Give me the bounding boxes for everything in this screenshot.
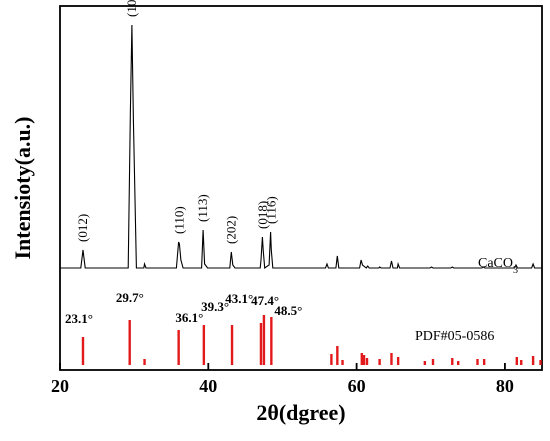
series-label-sub: 3	[513, 265, 518, 276]
peak-label: (116)	[263, 196, 278, 224]
peak-label: (113)	[195, 194, 210, 222]
plot-frame	[59, 5, 543, 371]
reference-sticks	[81, 315, 542, 365]
reference-angle-label: 36.1°	[175, 310, 203, 325]
x-axis-ticks: 20 40 60 80	[51, 363, 514, 396]
reference-angle-label: 39.3°	[201, 299, 229, 314]
peak-label: (012)	[75, 214, 90, 242]
peak-label: (018)	[255, 201, 270, 229]
reference-labels: 23.1° 29.7° 36.1°39.3°43.1°47.4°48.5°	[65, 290, 302, 326]
xrd-series-group	[60, 24, 542, 269]
reference-angle-label: 23.1°	[65, 311, 93, 326]
x-tick-label: 20	[51, 376, 69, 396]
y-axis-title: Intensioty(a.u.)	[10, 116, 35, 259]
series-label: CaCO3	[478, 256, 518, 276]
x-axis-title: 2θ(dgree)	[256, 400, 345, 425]
x-tick-label: 40	[199, 376, 217, 396]
peak-label: (104)	[124, 0, 139, 17]
series-label-main: CaCO	[478, 256, 513, 271]
reference-name: PDF#05-0586	[415, 329, 494, 344]
reference-angle-label: 48.5°	[274, 303, 302, 318]
series-line-caco3	[60, 24, 542, 269]
reference-angle-label: 29.7°	[116, 290, 144, 305]
reference-angle-label: 47.4°	[251, 293, 279, 308]
peak-label: (202)	[223, 216, 238, 244]
x-tick-label: 60	[348, 376, 366, 396]
peak-labels: (012) (104) (110) (113) (202) (018)(116)	[75, 0, 278, 244]
reference-angle-label: 43.1°	[225, 291, 253, 306]
peak-label: (110)	[171, 206, 186, 234]
x-tick-label: 80	[496, 376, 514, 396]
